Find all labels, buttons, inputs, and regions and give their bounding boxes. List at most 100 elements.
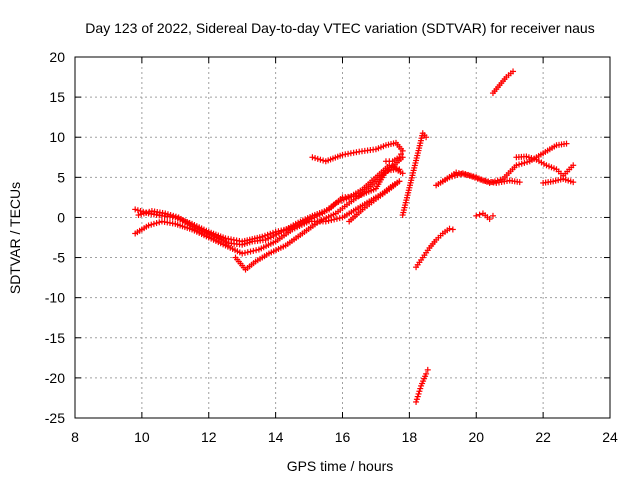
y-axis-title: SDTVAR / TECUs — [7, 182, 23, 294]
data-point — [449, 226, 456, 233]
data-point — [314, 155, 321, 162]
data-point — [135, 212, 142, 219]
data-point — [510, 68, 517, 75]
ticks — [74, 56, 611, 419]
data-point — [267, 230, 274, 237]
data-point — [458, 170, 465, 177]
data-point — [138, 211, 145, 218]
data-point — [312, 155, 319, 162]
grid — [75, 57, 610, 418]
data-point — [265, 235, 272, 242]
x-axis-title: GPS time / hours — [287, 458, 394, 474]
data-point — [474, 175, 481, 182]
data-point — [413, 398, 420, 405]
series-segment-11 — [439, 169, 523, 186]
data-point — [250, 247, 257, 254]
data-point — [317, 156, 324, 163]
y-tick-label: -20 — [45, 370, 65, 386]
y-tick-label: -10 — [45, 290, 65, 306]
data-point — [518, 160, 525, 167]
series-segment-9 — [413, 366, 431, 405]
series-segment-8 — [413, 225, 456, 271]
series-segment-6 — [346, 178, 403, 225]
y-tick-label: -15 — [45, 330, 65, 346]
series-segment-4 — [232, 154, 406, 273]
y-tick-label: 0 — [57, 209, 65, 225]
data-point — [247, 248, 254, 255]
data-point — [140, 210, 147, 217]
data-point — [476, 211, 483, 218]
data-point — [489, 212, 496, 219]
data-point — [267, 234, 274, 241]
data-point — [516, 161, 523, 168]
data-point — [273, 231, 280, 238]
data-point — [156, 219, 163, 226]
data-point — [423, 134, 430, 141]
data-point — [320, 157, 327, 164]
data-point — [253, 247, 260, 254]
data-point — [269, 229, 276, 236]
x-tick-label: 16 — [335, 429, 351, 445]
data-point — [143, 209, 150, 216]
series-segment-15 — [540, 175, 577, 186]
series-segment-12 — [473, 210, 496, 223]
data-point — [150, 220, 157, 227]
series-segment-5 — [309, 139, 406, 165]
y-tick-labels: -25 -20 -15 -10 -5 0 5 10 15 20 — [45, 49, 65, 426]
data-point — [132, 206, 139, 213]
y-tick-label: -25 — [45, 410, 65, 426]
data-point — [241, 249, 248, 256]
data-point — [134, 207, 141, 214]
data-point — [153, 220, 160, 227]
data-point — [272, 228, 279, 235]
data-point — [513, 162, 520, 169]
x-tick-label: 20 — [468, 429, 484, 445]
data-point — [466, 172, 473, 179]
data-point — [399, 147, 406, 154]
data-point — [423, 370, 430, 377]
x-tick-label: 24 — [602, 429, 618, 445]
data-point — [455, 170, 462, 177]
data-point — [516, 179, 523, 186]
x-tick-labels: 8 10 12 14 16 18 20 22 24 — [71, 429, 618, 445]
data-point — [469, 173, 476, 180]
data-point — [333, 215, 340, 222]
series-segment-13 — [489, 68, 517, 97]
data-point — [170, 212, 177, 219]
y-tick-label: 5 — [57, 169, 65, 185]
data-point — [453, 169, 460, 176]
data-point — [570, 179, 577, 186]
data-point — [417, 385, 424, 392]
data-point — [524, 159, 531, 166]
data-points — [132, 68, 577, 405]
data-point — [398, 151, 405, 158]
data-point — [399, 170, 406, 177]
x-tick-label: 14 — [268, 429, 284, 445]
y-tick-label: -5 — [53, 250, 66, 266]
data-point — [259, 233, 266, 240]
data-point — [309, 154, 316, 161]
data-point — [146, 208, 153, 215]
data-point — [486, 216, 493, 223]
data-point — [262, 236, 269, 243]
data-point — [261, 232, 268, 239]
data-point — [244, 249, 251, 256]
data-point — [148, 221, 155, 228]
data-point — [413, 396, 420, 403]
y-tick-label: 10 — [49, 129, 65, 145]
data-point — [424, 366, 431, 373]
data-point — [416, 388, 423, 395]
data-point — [463, 172, 470, 179]
x-tick-label: 18 — [402, 429, 418, 445]
y-tick-label: 20 — [49, 49, 65, 65]
y-tick-label: 15 — [49, 89, 65, 105]
data-point — [239, 250, 246, 257]
data-point — [336, 215, 343, 222]
data-point — [570, 162, 577, 169]
data-point — [137, 208, 144, 215]
data-point — [461, 171, 468, 178]
data-point — [471, 174, 478, 181]
x-tick-label: 12 — [201, 429, 217, 445]
data-point — [382, 158, 389, 165]
